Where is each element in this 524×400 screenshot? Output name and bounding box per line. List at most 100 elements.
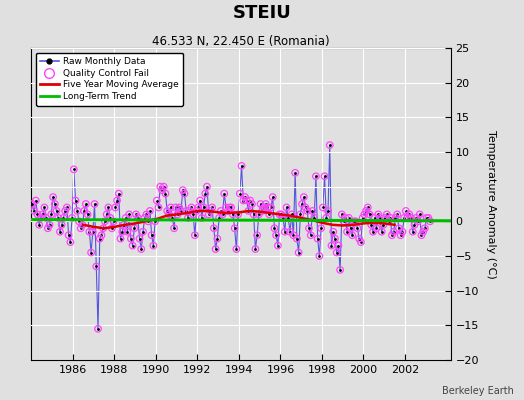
Point (110, 218, 118, 224)
Point (111, 204, 119, 211)
Point (284, 215, 292, 221)
Point (241, 194, 249, 200)
Point (167, 204, 175, 211)
Point (115, 190, 123, 197)
Point (51, 201, 59, 207)
Point (61, 208, 69, 214)
Point (128, 242, 137, 249)
Point (239, 197, 247, 204)
Point (362, 208, 370, 214)
Point (346, 225, 355, 232)
Point (232, 246, 241, 252)
Point (94, 326, 102, 332)
Point (248, 201, 256, 207)
Point (332, 249, 341, 256)
Point (331, 236, 339, 242)
Point (325, 142, 334, 148)
Point (219, 211, 227, 218)
Point (118, 228, 126, 235)
Point (113, 197, 121, 204)
Point (64, 232, 73, 238)
Legend: Raw Monthly Data, Quality Control Fail, Five Year Moving Average, Long-Term Tren: Raw Monthly Data, Quality Control Fail, … (36, 52, 183, 106)
Point (146, 208, 154, 214)
Point (286, 228, 294, 235)
Point (234, 211, 242, 218)
Point (180, 190, 189, 197)
Point (334, 242, 343, 249)
Point (206, 208, 215, 214)
Point (191, 232, 199, 238)
Point (213, 236, 222, 242)
Point (224, 208, 232, 214)
Point (130, 225, 138, 232)
Point (152, 197, 161, 204)
Point (279, 215, 287, 221)
Point (213, 236, 222, 242)
Point (132, 211, 140, 218)
Point (34, 211, 42, 218)
Point (405, 211, 413, 218)
Point (71, 197, 80, 204)
Point (184, 215, 192, 221)
Point (99, 225, 107, 232)
Point (412, 215, 420, 221)
Point (426, 218, 434, 224)
Point (289, 232, 298, 238)
Point (116, 236, 125, 242)
Point (42, 215, 50, 221)
Point (376, 215, 384, 221)
Point (374, 211, 383, 218)
Point (231, 225, 239, 232)
Point (83, 211, 92, 218)
Point (151, 218, 159, 224)
Point (340, 218, 348, 224)
Point (31, 197, 40, 204)
Point (59, 215, 68, 221)
Point (400, 215, 408, 221)
Point (118, 228, 126, 235)
Point (260, 204, 268, 211)
Point (83, 211, 92, 218)
Point (192, 208, 201, 214)
Point (161, 190, 170, 197)
Y-axis label: Temperature Anomaly (°C): Temperature Anomaly (°C) (486, 130, 496, 278)
Point (284, 215, 292, 221)
Point (75, 218, 83, 224)
Point (68, 215, 77, 221)
Point (367, 222, 376, 228)
Point (185, 208, 194, 214)
Point (90, 201, 99, 207)
Point (270, 225, 279, 232)
Point (194, 204, 202, 211)
Point (313, 236, 322, 242)
Point (198, 215, 206, 221)
Point (332, 249, 341, 256)
Point (260, 204, 268, 211)
Point (298, 201, 307, 207)
Point (51, 201, 59, 207)
Point (103, 211, 111, 218)
Point (106, 215, 114, 221)
Point (388, 232, 396, 238)
Point (386, 215, 395, 221)
Point (312, 173, 320, 180)
Point (337, 211, 346, 218)
Point (379, 222, 388, 228)
Point (170, 225, 178, 232)
Point (329, 228, 337, 235)
Point (422, 215, 431, 221)
Point (280, 228, 289, 235)
Point (319, 204, 327, 211)
Point (116, 236, 125, 242)
Point (357, 239, 365, 245)
Point (310, 215, 319, 221)
Point (322, 215, 331, 221)
Point (54, 215, 62, 221)
Point (324, 208, 332, 214)
Point (426, 218, 434, 224)
Point (73, 208, 81, 214)
Point (244, 208, 253, 214)
Point (274, 242, 282, 249)
Point (391, 215, 400, 221)
Point (179, 187, 187, 193)
